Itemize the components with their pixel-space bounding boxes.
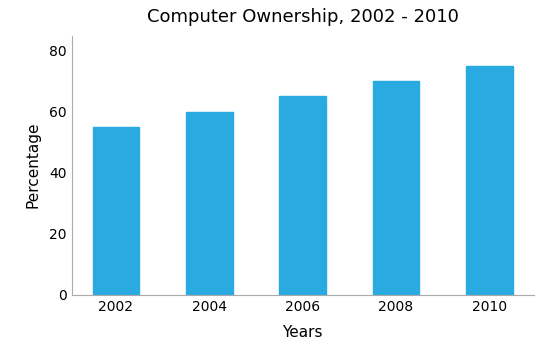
Bar	[92, 127, 139, 295]
Bar	[466, 66, 513, 295]
Bar	[186, 112, 233, 295]
Bar	[372, 81, 419, 295]
Y-axis label: Percentage: Percentage	[26, 122, 41, 208]
Title: Computer Ownership, 2002 - 2010: Computer Ownership, 2002 - 2010	[146, 7, 459, 26]
Bar	[279, 97, 326, 295]
X-axis label: Years: Years	[282, 324, 323, 340]
